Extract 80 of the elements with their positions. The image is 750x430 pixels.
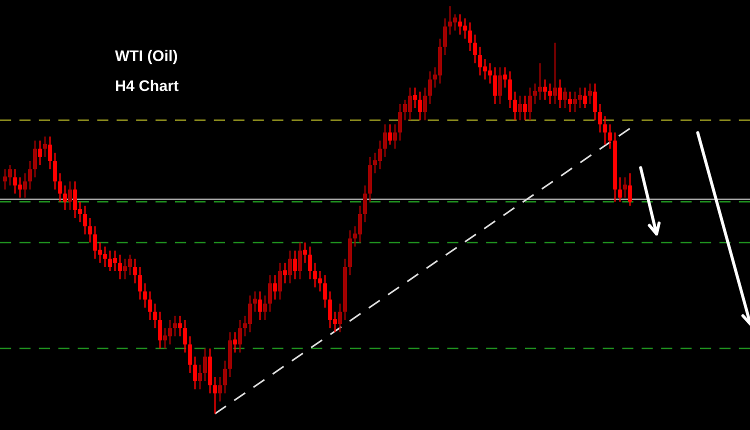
candlestick: [338, 302, 342, 333]
candlestick: [38, 140, 42, 166]
candlestick: [83, 205, 87, 236]
candlestick: [288, 250, 292, 284]
candlestick: [278, 262, 282, 300]
candlestick: [428, 70, 432, 105]
candlestick: [513, 91, 517, 121]
candlestick: [608, 124, 612, 150]
text: H4 Chart: [116, 80, 178, 92]
candlestick: [363, 184, 367, 223]
candlestick: [233, 331, 237, 354]
candlestick: [553, 42, 557, 105]
candlestick: [293, 250, 297, 280]
candlestick: [298, 242, 302, 280]
candlestick: [193, 356, 197, 390]
candlestick: [383, 124, 387, 158]
candlestick: [498, 66, 502, 105]
candlestick: [28, 160, 32, 190]
candlestick: [418, 91, 422, 121]
candlestick: [203, 348, 207, 382]
candlestick: [88, 217, 92, 244]
candlestick: [223, 360, 227, 394]
candlestick: [68, 180, 72, 211]
candlestick: [563, 86, 567, 109]
candlestick: [198, 364, 202, 390]
candlestick: [598, 103, 602, 134]
candlestick: [503, 66, 507, 88]
text: WTI (Oil): [115, 50, 178, 64]
candlestick: [518, 95, 522, 121]
candlestick: [23, 172, 27, 198]
candlestick: [528, 86, 532, 121]
candlestick: [398, 103, 402, 142]
candlestick: [473, 34, 477, 64]
candlestick: [48, 136, 52, 170]
candlestick: [628, 172, 632, 207]
candlestick: [253, 290, 257, 312]
candlestick: [33, 140, 37, 178]
candlestick: [263, 294, 267, 321]
candlestick: [283, 262, 287, 284]
candlestick: [158, 311, 162, 350]
candlestick: [443, 18, 447, 56]
candlestick: [53, 152, 57, 190]
candlestick: [413, 86, 417, 109]
candlestick: [268, 274, 272, 312]
candlestick: [178, 315, 182, 337]
candlestick: [153, 302, 157, 329]
candlestick: [133, 258, 137, 284]
candlestick: [593, 82, 597, 121]
candlestick: [273, 274, 277, 300]
candlestick: [303, 242, 307, 264]
candlestick: [423, 86, 427, 121]
candlestick: [588, 82, 592, 105]
candlestick: [618, 176, 622, 202]
candlestick: [583, 86, 587, 109]
candlestick: [238, 319, 242, 354]
candlestick: [183, 319, 187, 354]
candlestick: [508, 70, 512, 109]
candlestick: [188, 336, 192, 374]
candlestick: [623, 176, 627, 198]
candlestick: [388, 124, 392, 146]
candlestick: [118, 254, 122, 280]
candlestick: [323, 274, 327, 308]
candlestick: [138, 266, 142, 300]
candlestick: [148, 290, 152, 321]
candlestick: [308, 246, 312, 280]
candlestick: [218, 376, 222, 402]
candlestick: [213, 376, 217, 414]
candlestick: [393, 124, 397, 150]
candlestick: [558, 78, 562, 109]
candlestick: [258, 290, 262, 321]
candlestick: [43, 136, 47, 158]
candlestick: [173, 315, 177, 337]
candlestick: [468, 22, 472, 52]
candlestick: [568, 91, 572, 113]
candlestick: [58, 172, 62, 202]
candlestick: [143, 282, 147, 308]
candlestick: [493, 66, 497, 105]
candlestick: [523, 95, 527, 121]
candlestick: [603, 115, 607, 146]
candlestick: [63, 184, 67, 211]
